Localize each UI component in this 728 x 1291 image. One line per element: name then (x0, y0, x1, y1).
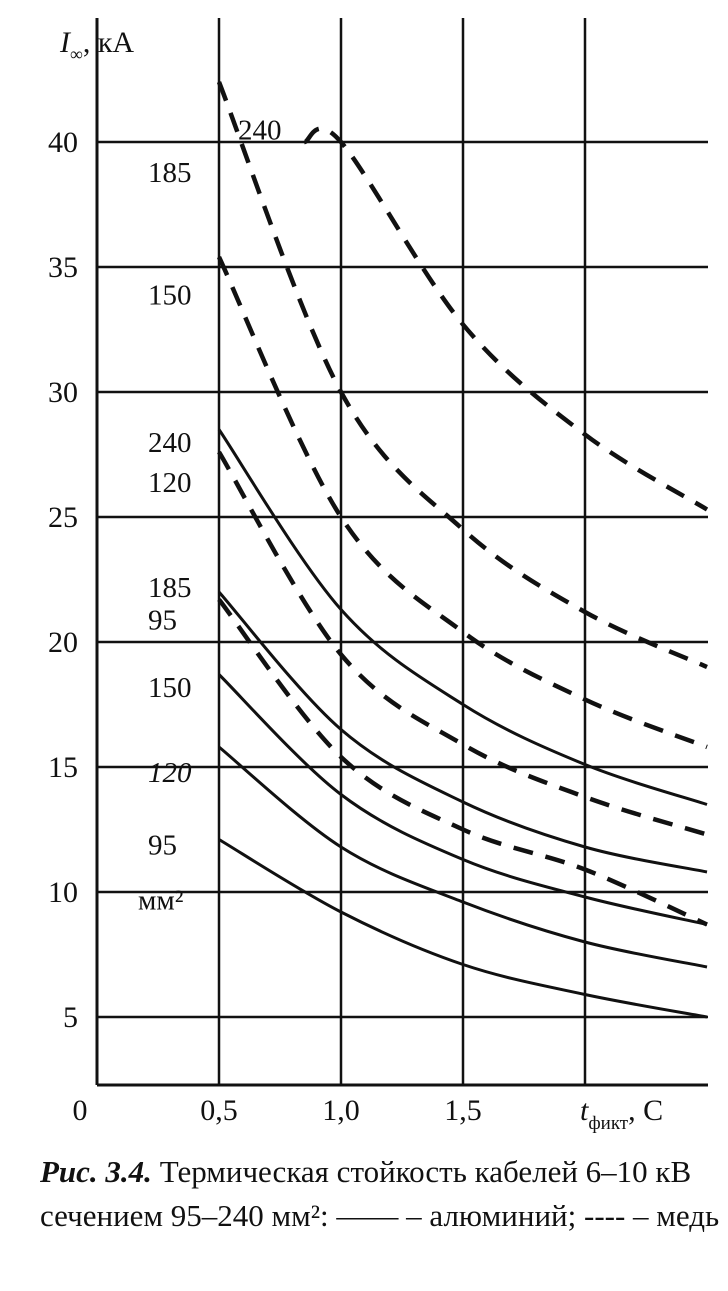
aluminium-curve-150 (217, 673, 708, 926)
series-label: 120 (148, 467, 192, 499)
copper-curve-95 (217, 598, 708, 927)
axis-labels: 5 10 15 20 25 30 35 40 0 0,5 1,0 1,5 I∞, кА tфикт, С (48, 26, 663, 1134)
aluminium-curve-185 (217, 591, 708, 874)
y-tick-label: 5 (63, 1001, 78, 1034)
series-label: 240 (148, 427, 192, 459)
y-tick-label: 10 (48, 876, 78, 909)
figure-caption: Рис. 3.4. Термическая стойкость кабелей … (40, 1150, 720, 1238)
copper-curve-185 (216, 81, 708, 670)
y-axis-title: I∞, кА (59, 26, 134, 64)
caption-text: Термическая стойкость кабелей 6–10 кВ се… (40, 1154, 720, 1233)
x-tick-label: 1,0 (322, 1094, 360, 1127)
aluminium-curve-95 (218, 838, 708, 1019)
y-tick-label: 15 (48, 751, 78, 784)
copper-curve-150 (216, 256, 708, 750)
series-label: 120 (148, 757, 192, 789)
x-axis-title: tфикт, С (580, 1094, 663, 1134)
grid (95, 18, 708, 1087)
copper-curve-120 (217, 450, 708, 837)
series-label: 150 (148, 280, 192, 312)
aluminium-curve-120 (218, 745, 708, 969)
series-label: 150 (148, 672, 192, 704)
y-tick-label: 30 (48, 376, 78, 409)
x-tick-label: 0,5 (200, 1094, 238, 1127)
x-tick-label: 0 (73, 1094, 88, 1127)
y-tick-label: 40 (48, 126, 78, 159)
series-label: 240 (238, 115, 282, 147)
y-tick-label: 25 (48, 501, 78, 534)
labels: 240 185 150 120 95 240 185 150 120 95 мм² (138, 115, 282, 917)
series-label: 185 (148, 157, 192, 189)
copper-curve-240 (303, 126, 708, 512)
unit-label: мм² (138, 885, 184, 917)
aluminium-curve-240 (217, 428, 708, 806)
curves (216, 81, 708, 1019)
series-label: 185 (148, 572, 192, 604)
chart: 240 185 150 120 95 240 185 150 120 95 мм² 5 10 15 20 2… (48, 18, 708, 1134)
y-tick-label: 35 (48, 251, 78, 284)
caption-number: Рис. 3.4. (40, 1154, 152, 1189)
series-label: 95 (148, 605, 177, 637)
series-label: 95 (148, 830, 177, 862)
x-tick-label: 1,5 (444, 1094, 482, 1127)
y-tick-label: 20 (48, 626, 78, 659)
